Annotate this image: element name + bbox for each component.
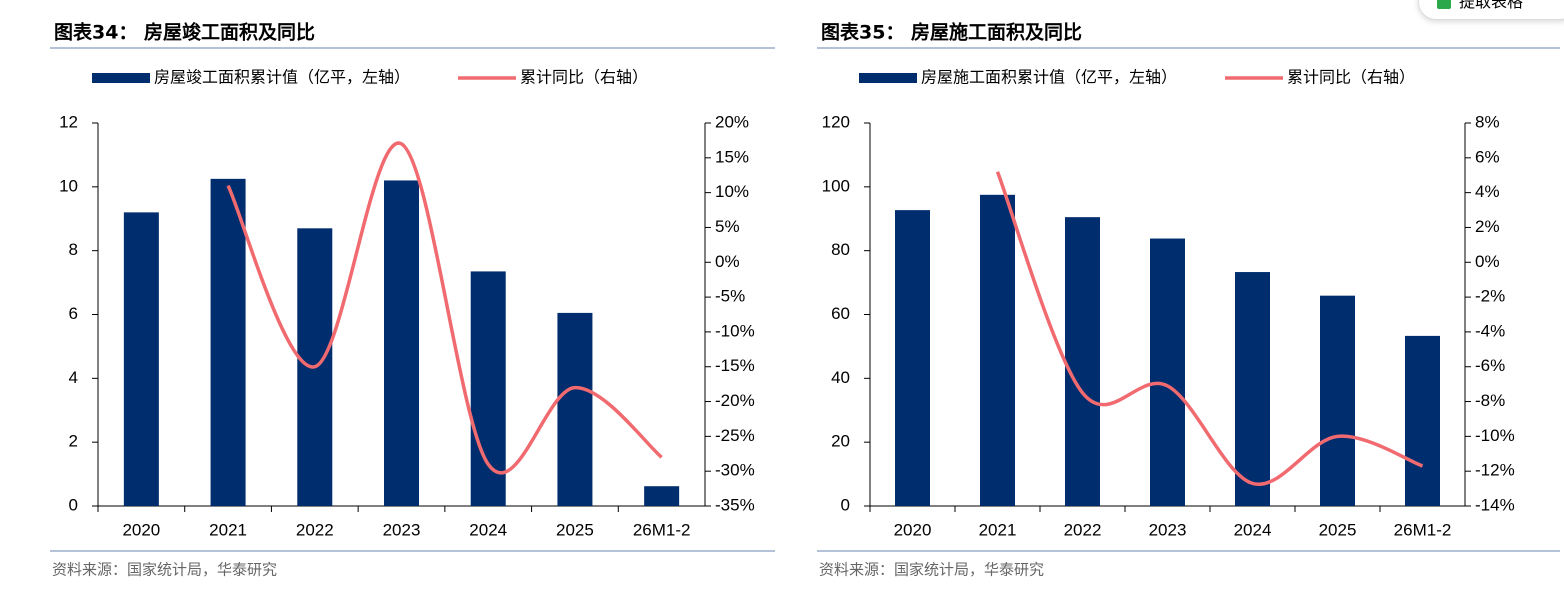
bar [1405,335,1440,506]
x-tick-label: 26M1-2 [1394,520,1452,539]
x-tick-label: 2025 [556,520,594,539]
y2-tick-label: -14% [1475,495,1515,514]
y-tick-label: 120 [822,112,850,131]
bar [1150,238,1185,506]
y2-tick-label: -8% [1475,391,1505,410]
y2-tick-label: -6% [1475,356,1505,375]
y2-tick-label: 0% [1475,252,1500,271]
y2-tick-label: 0% [715,252,740,271]
y-tick-label: 6 [69,304,78,323]
y-tick-label: 8 [69,240,78,259]
bar [980,194,1015,506]
legend-label: 房屋竣工面积累计值（亿平，左轴） [154,68,410,87]
x-tick-label: 2020 [122,520,160,539]
button-label[interactable]: 提取表格 [1459,0,1524,11]
y2-tick-label: 15% [715,147,749,166]
legend-label: 累计同比（右轴） [520,68,648,87]
legend-label: 房屋施工面积累计值（亿平，左轴） [921,68,1177,87]
y2-tick-label: 5% [715,217,740,236]
y2-tick-label: -30% [715,461,755,480]
bar [895,210,930,506]
bar [384,180,419,506]
x-tick-label: 2021 [209,520,247,539]
x-tick-label: 2024 [1234,520,1272,539]
y-tick-label: 4 [69,368,78,387]
y-tick-label: 2 [69,432,78,451]
y-tick-label: 10 [59,176,78,195]
y2-tick-label: -10% [1475,426,1515,445]
x-tick-label: 2021 [979,520,1017,539]
y2-tick-label: 8% [1475,112,1500,131]
y2-tick-label: -10% [715,321,755,340]
y-tick-label: 0 [841,495,850,514]
y-tick-label: 80 [831,240,850,259]
y2-tick-label: -12% [1475,461,1515,480]
line-series [226,141,663,475]
bar [1065,217,1100,506]
x-tick-label: 2020 [894,520,932,539]
y2-tick-label: -35% [715,495,755,514]
y2-tick-label: 6% [1475,147,1500,166]
bar [1235,272,1270,506]
x-tick-label: 2025 [1319,520,1357,539]
y2-tick-label: -2% [1475,287,1505,306]
y2-tick-label: -15% [715,356,755,375]
legend-swatch [92,73,150,83]
x-tick-label: 2022 [296,520,334,539]
y-tick-label: 0 [69,495,78,514]
bar [123,212,159,506]
y-tick-label: 40 [831,368,850,387]
legend-label: 累计同比（右轴） [1287,68,1415,87]
icon [1437,0,1451,9]
x-tick-label: 2023 [383,520,421,539]
source-note: 资料来源：国家统计局，华泰研究 [52,561,277,579]
y2-tick-label: -5% [715,287,745,306]
legend-swatch [859,73,917,83]
x-tick-label: 2023 [1149,520,1187,539]
chart-title: 图表34： 房屋竣工面积及同比 [54,21,315,44]
y2-tick-label: 20% [715,112,749,131]
bar [557,312,593,506]
y2-tick-label: -4% [1475,321,1505,340]
bar [470,271,506,506]
y-tick-label: 100 [822,176,850,195]
y2-tick-label: 4% [1475,182,1500,201]
y-tick-label: 12 [59,112,78,131]
y2-tick-label: -20% [715,391,755,410]
y-tick-label: 60 [831,304,850,323]
bar [210,178,246,506]
x-tick-label: 2024 [469,520,507,539]
y2-tick-label: 2% [1475,217,1500,236]
y2-tick-label: 10% [715,182,749,201]
x-tick-label: 2022 [1064,520,1102,539]
bar [644,486,680,506]
line-series [995,171,1424,486]
y-tick-label: 20 [831,432,850,451]
chart-title: 图表35： 房屋施工面积及同比 [821,21,1082,44]
bar [1320,295,1355,506]
extract-table-button[interactable]: 提取表格 [1418,0,1564,20]
y2-tick-label: -25% [715,426,755,445]
source-note: 资料来源：国家统计局，华泰研究 [819,561,1044,579]
x-tick-label: 26M1-2 [633,520,691,539]
